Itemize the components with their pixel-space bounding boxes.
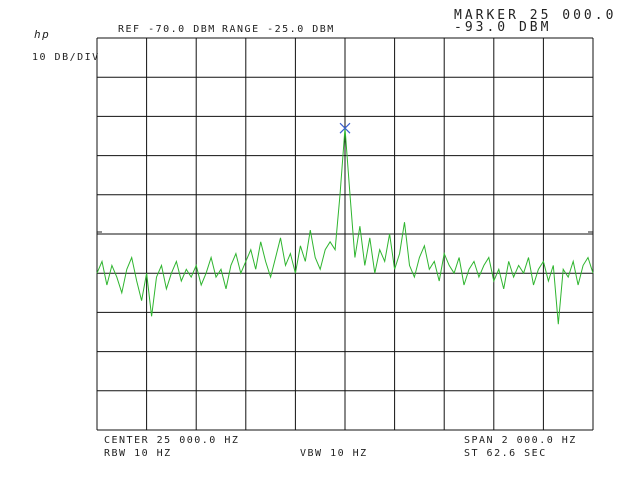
marker <box>339 122 351 134</box>
sweep-label: ST 62.6 SEC <box>464 448 547 459</box>
span-label: SPAN 2 000.0 HZ <box>464 435 577 446</box>
range-label: RANGE -25.0 DBM <box>222 24 335 35</box>
logo: hp <box>34 28 50 41</box>
rbw-label: RBW 10 HZ <box>104 448 172 459</box>
vbw-label: VBW 10 HZ <box>300 448 368 459</box>
marker-label: MARKER 25 000.0 <box>454 8 616 23</box>
marker-value-label: -93.0 DBM <box>454 20 551 35</box>
ref-label: REF -70.0 DBM <box>118 24 216 35</box>
center-label: CENTER 25 000.0 HZ <box>104 435 239 446</box>
scale-label: 10 DB/DIV <box>32 52 100 63</box>
